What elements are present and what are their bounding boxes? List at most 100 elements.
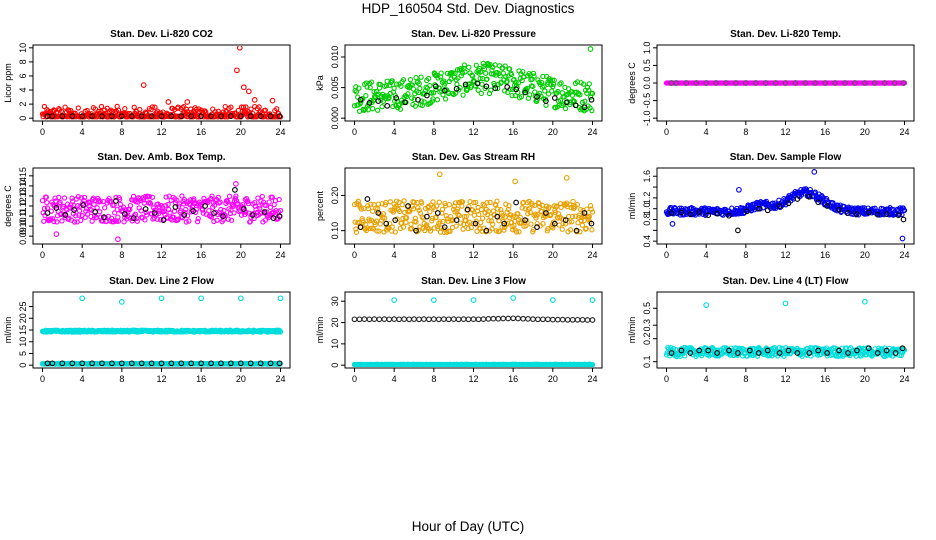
- data-point: [714, 350, 720, 356]
- data-point: [528, 221, 534, 227]
- x-tick-label: 12: [468, 250, 478, 260]
- data-point: [574, 202, 581, 208]
- data-point: [519, 205, 525, 211]
- data-point: [794, 196, 801, 202]
- data-point: [382, 215, 388, 221]
- data-point: [510, 315, 517, 322]
- data-point: [419, 200, 425, 206]
- y-tick-label: 0.20: [330, 187, 340, 205]
- data-point: [147, 201, 154, 207]
- data-layer: [663, 169, 908, 242]
- data-point: [403, 93, 410, 100]
- data-point: [390, 103, 396, 110]
- data-point: [195, 215, 201, 222]
- data-point: [899, 345, 906, 352]
- data-point: [118, 360, 125, 367]
- data-point: [529, 202, 535, 208]
- data-point: [452, 70, 458, 76]
- data-point: [405, 91, 411, 97]
- data-point: [453, 85, 460, 92]
- data-point: [78, 217, 84, 224]
- x-tick-label: 16: [196, 250, 206, 260]
- data-point: [518, 220, 525, 226]
- data-point: [370, 226, 377, 232]
- y-tick-label: 0.12: [18, 197, 28, 215]
- y-tick-label: 4: [18, 88, 28, 93]
- data-point: [134, 218, 140, 224]
- x-tick-label: 16: [508, 374, 518, 384]
- data-point: [457, 65, 464, 72]
- data-point: [153, 211, 159, 218]
- data-point: [59, 218, 65, 224]
- x-tick-label: 12: [156, 250, 166, 260]
- data-point: [99, 113, 105, 119]
- data-point: [418, 74, 424, 80]
- y-tick-label: 25: [18, 302, 28, 312]
- data-point: [441, 224, 448, 230]
- data-point: [506, 203, 512, 209]
- data-point: [218, 113, 224, 119]
- data-point: [532, 89, 538, 95]
- data-point: [559, 316, 566, 323]
- data-point: [75, 194, 81, 200]
- data-point: [865, 345, 872, 352]
- data-point: [393, 198, 400, 204]
- data-point: [518, 93, 525, 100]
- data-point: [375, 98, 382, 104]
- data-point: [559, 226, 565, 232]
- data-point: [735, 227, 741, 234]
- y-tick-label: 10: [330, 339, 340, 349]
- data-point: [776, 203, 783, 209]
- y-tick-label: 20: [18, 313, 28, 323]
- data-point: [460, 226, 466, 232]
- y-tick-label: 0.1: [642, 355, 652, 368]
- data-point: [374, 228, 380, 234]
- data-point: [377, 81, 383, 88]
- data-point: [515, 211, 521, 217]
- data-point: [492, 85, 499, 92]
- y-tick-label: -1.0: [642, 110, 652, 126]
- data-point: [569, 213, 576, 220]
- data-point: [431, 71, 438, 77]
- data-point: [824, 203, 830, 209]
- data-point: [262, 217, 269, 223]
- data-point: [683, 80, 690, 86]
- data-point: [373, 218, 380, 224]
- data-point: [477, 75, 483, 82]
- data-point: [391, 316, 398, 322]
- data-point: [208, 113, 214, 119]
- data-point: [220, 217, 226, 223]
- data-point: [542, 211, 548, 217]
- data-point: [581, 81, 587, 87]
- y-axis-label: ml/min: [3, 317, 13, 344]
- data-point: [358, 206, 365, 212]
- data-point: [140, 82, 147, 88]
- data-point: [121, 211, 128, 217]
- chart-panel-2: Stan. Dev. Li-820 Pressure 0 4 8 12 16 20 24 0.0…: [315, 29, 603, 137]
- data-point: [792, 80, 799, 86]
- data-point: [542, 88, 548, 94]
- data-point: [58, 108, 65, 114]
- data-point: [238, 212, 245, 218]
- data-point: [405, 203, 411, 209]
- data-point: [228, 217, 235, 223]
- data-point: [389, 224, 395, 230]
- data-point: [554, 316, 561, 323]
- data-point: [138, 208, 144, 214]
- data-point: [174, 197, 180, 204]
- data-point: [543, 98, 549, 104]
- data-point: [392, 229, 398, 235]
- data-point: [248, 106, 254, 112]
- data-point: [77, 203, 83, 209]
- data-point: [508, 71, 515, 78]
- data-point: [446, 202, 452, 208]
- y-tick-label: 30: [330, 296, 340, 306]
- plot-frame: [344, 291, 603, 369]
- data-point: [530, 316, 536, 322]
- data-point: [356, 85, 362, 91]
- data-point: [387, 221, 393, 227]
- data-point: [589, 362, 596, 367]
- y-axis-label: ml/min: [627, 193, 637, 220]
- data-point: [794, 350, 801, 356]
